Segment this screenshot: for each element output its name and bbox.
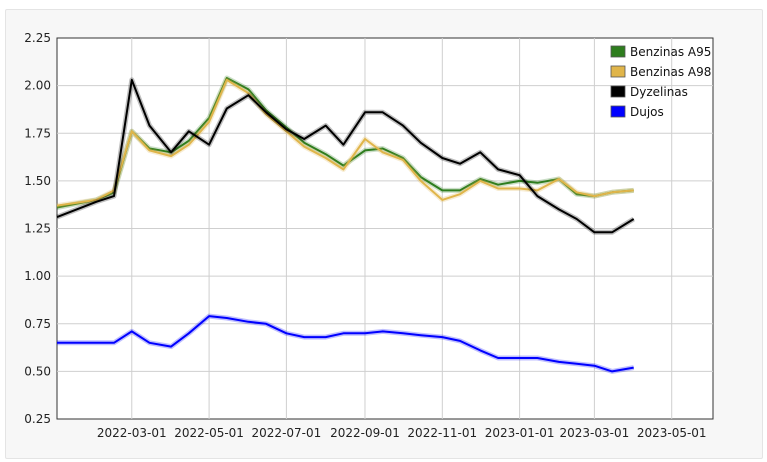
y-tick-label: 1.50 [24, 174, 51, 188]
series-dyzelinas [56, 77, 636, 235]
legend-label: Benzinas A98 [630, 65, 711, 79]
y-tick-label: 1.00 [24, 269, 51, 283]
legend-label: Dyzelinas [630, 85, 688, 99]
series-line [56, 78, 635, 234]
series-line [56, 78, 634, 207]
x-tick-label: 2023-03-01 [560, 426, 630, 440]
y-tick-label: 1.25 [24, 222, 51, 236]
legend-swatch [610, 85, 626, 98]
series-benzinas-a98 [56, 77, 634, 209]
x-tick-label: 2023-01-01 [485, 426, 555, 440]
y-tick-label: 0.50 [24, 364, 51, 378]
legend-label: Dujos [630, 105, 664, 119]
y-axis-ticks: 0.25 0.50 0.75 1.00 1.25 1.50 1.75 2.00 2.25 [24, 31, 51, 426]
grid-lines [57, 38, 713, 419]
y-tick-label: 2.25 [24, 31, 51, 45]
legend-swatch [610, 45, 626, 58]
series-lines [56, 75, 636, 374]
series-line [56, 77, 634, 209]
x-tick-label: 2023-05-01 [637, 426, 707, 440]
y-tick-label: 2.00 [24, 79, 51, 93]
series-benzinas-a95 [56, 75, 634, 210]
y-tick-label: 0.25 [24, 412, 51, 426]
x-tick-label: 2022-07-01 [252, 426, 322, 440]
legend-label: Benzinas A95 [630, 45, 711, 59]
x-tick-label: 2022-11-01 [407, 426, 477, 440]
x-tick-label: 2022-03-01 [97, 426, 167, 440]
y-tick-label: 0.75 [24, 317, 51, 331]
x-tick-label: 2022-09-01 [330, 426, 400, 440]
legend-swatch [610, 105, 626, 118]
legend: Benzinas A95 Benzinas A98 Dyzelinas Dujos [610, 45, 711, 119]
x-tick-label: 2022-05-01 [174, 426, 244, 440]
legend-swatch [610, 65, 626, 78]
series-dujos [57, 313, 635, 374]
y-tick-label: 1.75 [24, 126, 51, 140]
series-line [57, 315, 634, 373]
x-axis-ticks: 2022-03-01 2022-05-01 2022-07-01 2022-09-01… [97, 426, 707, 440]
